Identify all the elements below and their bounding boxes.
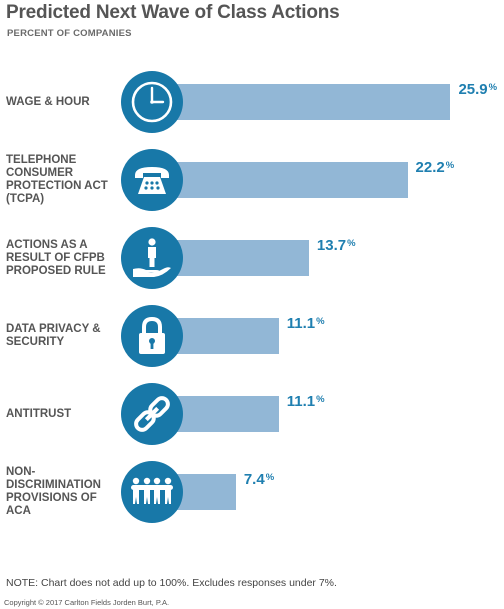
data-label-unit: % xyxy=(316,394,325,405)
category-label: DATA PRIVACY & SECURITY xyxy=(6,323,101,348)
chart-row: NON-DISCRIMINATION PROVISIONS OF ACA 7.4% xyxy=(0,452,504,532)
chart-row: ANTITRUST 11.1% xyxy=(0,374,504,454)
chart-subtitle: PERCENT OF COMPANIES xyxy=(7,28,132,39)
chart-note: NOTE: Chart does not add up to 100%. Exc… xyxy=(6,577,337,589)
category-label: NON-DISCRIMINATION PROVISIONS OF ACA xyxy=(6,466,101,517)
data-label-unit: % xyxy=(316,316,325,327)
chart-row: WAGE & HOUR 25.9% xyxy=(0,62,504,142)
data-label: 25.9% xyxy=(458,81,497,98)
telephone-icon xyxy=(121,149,183,211)
data-label-value: 11.1 xyxy=(286,393,316,410)
chain-link-icon xyxy=(121,383,183,445)
data-label-unit: % xyxy=(265,472,275,483)
chart-title: Predicted Next Wave of Class Actions xyxy=(6,2,340,23)
person-in-hand-icon xyxy=(121,227,183,289)
people-group-icon xyxy=(121,461,183,523)
category-label: TELEPHONE CONSUMER PROTECTION ACT (TCPA) xyxy=(6,154,108,205)
data-label-unit: % xyxy=(347,238,356,249)
data-label-value: 13.7 xyxy=(316,237,347,254)
data-label-value: 22.2 xyxy=(415,159,445,176)
data-label-unit: % xyxy=(488,82,498,93)
chart-row: TELEPHONE CONSUMER PROTECTION ACT (TCPA)… xyxy=(0,140,504,220)
data-label: 11.1% xyxy=(287,393,325,410)
padlock-icon xyxy=(121,305,183,367)
bar xyxy=(150,162,408,198)
data-label-unit: % xyxy=(445,160,455,171)
data-label: 11.1% xyxy=(287,315,325,332)
data-label-value: 11.1 xyxy=(286,315,316,332)
data-label: 22.2% xyxy=(416,159,455,176)
data-label-value: 25.9 xyxy=(458,81,488,98)
category-label: ANTITRUST xyxy=(6,407,72,420)
category-label: WAGE & HOUR xyxy=(6,95,90,108)
chart-row: ACTIONS AS A RESULT OF CFPB PROPOSED RUL… xyxy=(0,218,504,298)
data-label: 13.7% xyxy=(317,237,356,254)
chart-row: DATA PRIVACY & SECURITY 11.1% xyxy=(0,296,504,376)
bar xyxy=(150,84,451,120)
category-label: ACTIONS AS A RESULT OF CFPB PROPOSED RUL… xyxy=(6,238,106,277)
data-label: 7.4% xyxy=(244,471,274,488)
data-label-value: 7.4 xyxy=(243,471,265,488)
copyright-text: Copyright © 2017 Carlton Fields Jorden B… xyxy=(4,598,170,607)
clock-icon xyxy=(121,71,183,133)
